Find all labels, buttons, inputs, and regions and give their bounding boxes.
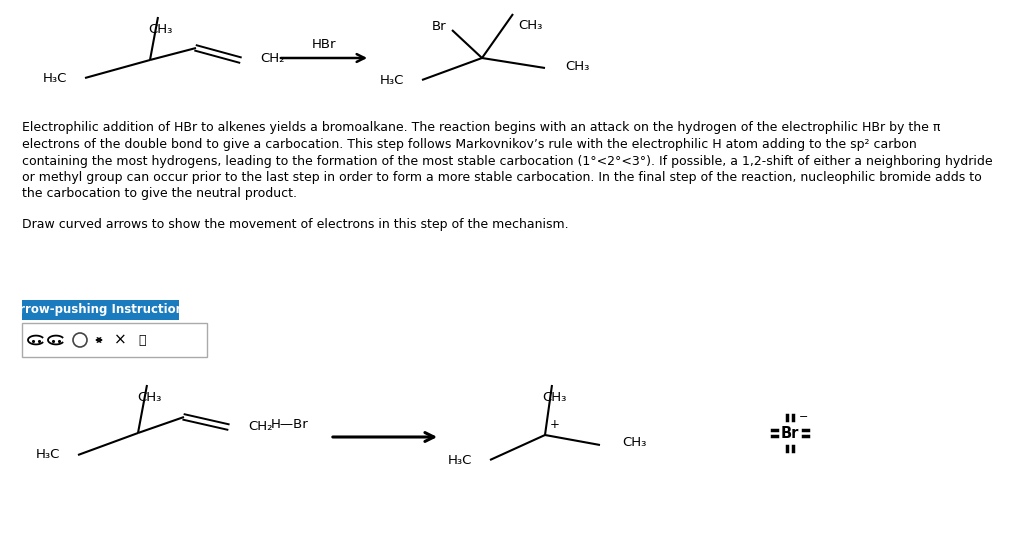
Text: electrons of the double bond to give a carbocation. This step follows Markovniko: electrons of the double bond to give a c… <box>22 138 916 151</box>
Text: H₃C: H₃C <box>36 448 60 461</box>
Bar <box>22 300 179 320</box>
Text: CH₂: CH₂ <box>260 53 285 66</box>
Text: Br: Br <box>781 425 799 441</box>
Text: 🗑: 🗑 <box>138 333 145 346</box>
Text: HBr: HBr <box>311 38 336 51</box>
Text: CH₃: CH₃ <box>542 391 566 404</box>
Text: H₃C: H₃C <box>380 74 404 87</box>
Text: Br: Br <box>431 20 446 33</box>
Text: Arrow-pushing Instructions: Arrow-pushing Instructions <box>10 304 191 317</box>
Text: the carbocation to give the neutral product.: the carbocation to give the neutral prod… <box>22 188 297 201</box>
Text: CH₃: CH₃ <box>565 60 590 73</box>
Text: +: + <box>550 418 560 431</box>
Text: containing the most hydrogens, leading to the formation of the most stable carbo: containing the most hydrogens, leading t… <box>22 154 992 167</box>
Text: CH₃: CH₃ <box>622 436 646 449</box>
Text: H₃C: H₃C <box>447 454 472 467</box>
Text: or methyl group can occur prior to the last step in order to form a more stable : or methyl group can occur prior to the l… <box>22 171 982 184</box>
Text: ×: × <box>114 332 126 347</box>
Text: H₃C: H₃C <box>43 72 67 85</box>
Text: CH₃: CH₃ <box>518 19 543 32</box>
Text: Draw curved arrows to show the movement of electrons in this step of the mechani: Draw curved arrows to show the movement … <box>22 218 568 231</box>
Text: CH₃: CH₃ <box>147 23 172 36</box>
Text: Electrophilic addition of HBr to alkenes yields a bromoalkane. The reaction begi: Electrophilic addition of HBr to alkenes… <box>22 121 940 134</box>
Text: CH₂: CH₂ <box>248 420 272 433</box>
Text: H—Br: H—Br <box>271 418 309 431</box>
Text: CH₃: CH₃ <box>137 391 161 404</box>
Bar <box>22 323 207 357</box>
Text: −: − <box>800 412 809 422</box>
